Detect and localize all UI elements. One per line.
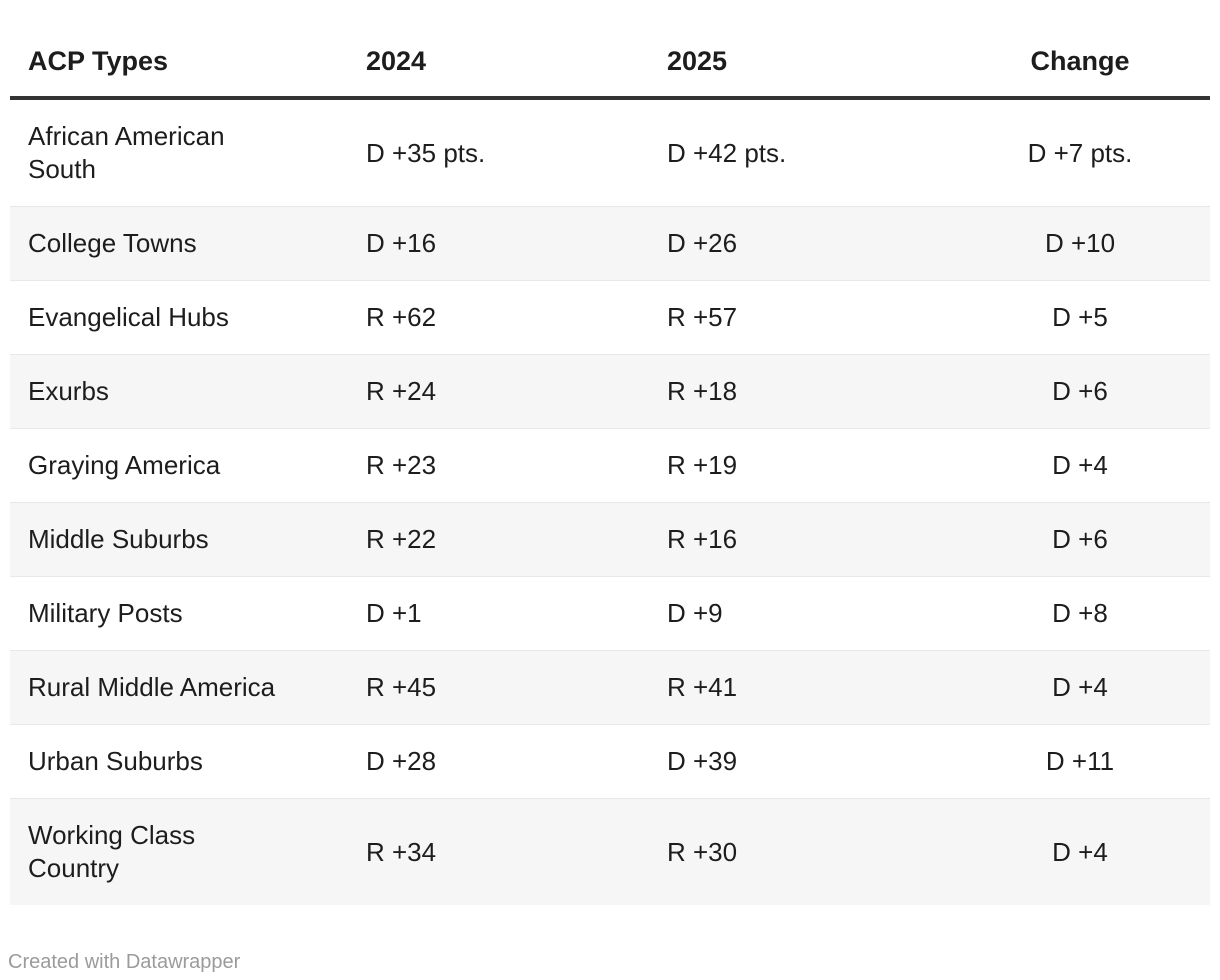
table-row: Evangelical Hubs R +62 R +57 D +5 [10,280,1210,355]
acp-type-cell: Working Class Country [28,820,196,883]
table-row: Exurbs R +24 R +18 D +6 [10,354,1210,429]
value-2024-cell: D +35 pts. [366,137,486,168]
value-2025-cell: R +19 [667,450,738,480]
value-2024-cell: D +28 [366,746,437,776]
acp-margins-table: ACP Types 2024 2025 Change African Ameri… [10,0,1210,905]
change-cell: D +6 [1052,524,1108,554]
change-cell: D +7 pts. [1027,137,1133,168]
table-row: Urban Suburbs D +28 D +39 D +11 [10,724,1210,799]
header-2025: 2025 [649,0,950,100]
datawrapper-credit: Created with Datawrapper [8,951,241,973]
table-body: African American South D +35 pts. D +42 … [10,98,1210,905]
header-acp-types: ACP Types [10,0,348,100]
value-2024-cell: D +1 [366,598,422,628]
value-2025-cell: R +16 [667,524,738,554]
value-2025-cell: D +26 [667,228,738,258]
header-2024: 2024 [348,0,649,100]
change-cell: D +10 [1044,228,1116,258]
change-cell: D +11 [1045,746,1115,776]
table-row: African American South D +35 pts. D +42 … [10,98,1210,207]
acp-type-cell: Urban Suburbs [28,746,203,776]
value-2025-cell: D +42 pts. [667,137,787,168]
header-row: ACP Types 2024 2025 Change [10,0,1210,100]
table-row: Working Class Country R +34 R +30 D +4 [10,798,1210,905]
table-row: College Towns D +16 D +26 D +10 [10,206,1210,281]
acp-type-cell: Exurbs [28,376,109,406]
acp-type-cell: Military Posts [28,598,183,628]
value-2024-cell: R +62 [366,302,437,332]
acp-type-cell: College Towns [28,228,197,258]
acp-type-cell: Graying America [28,450,221,480]
value-2024-cell: R +24 [366,376,437,406]
change-cell: D +6 [1052,376,1108,406]
value-2024-cell: D +16 [366,228,437,258]
table-row: Middle Suburbs R +22 R +16 D +6 [10,502,1210,577]
header-change: Change [950,0,1210,100]
value-2024-cell: R +22 [366,524,437,554]
change-cell: D +5 [1052,302,1108,332]
acp-type-cell: Middle Suburbs [28,524,209,554]
change-cell: D +4 [1052,450,1108,480]
value-2025-cell: R +57 [667,302,738,332]
value-2025-cell: D +39 [667,746,738,776]
acp-type-cell: Evangelical Hubs [28,302,229,332]
table-row: Rural Middle America R +45 R +41 D +4 [10,650,1210,725]
table-row: Military Posts D +1 D +9 D +8 [10,576,1210,651]
value-2025-cell: R +30 [667,836,738,867]
value-2025-cell: R +41 [667,672,738,702]
change-cell: D +4 [1052,672,1108,702]
change-cell: D +4 [1052,836,1108,867]
value-2024-cell: R +23 [366,450,437,480]
table-row: Graying America R +23 R +19 D +4 [10,428,1210,503]
acp-type-cell: Rural Middle America [28,672,276,702]
value-2025-cell: D +9 [667,598,723,628]
table-header: ACP Types 2024 2025 Change [10,0,1210,100]
acp-type-cell: African American South [28,121,225,184]
change-cell: D +8 [1052,598,1108,628]
value-2024-cell: R +34 [366,836,437,867]
value-2025-cell: R +18 [667,376,738,406]
value-2024-cell: R +45 [366,672,437,702]
